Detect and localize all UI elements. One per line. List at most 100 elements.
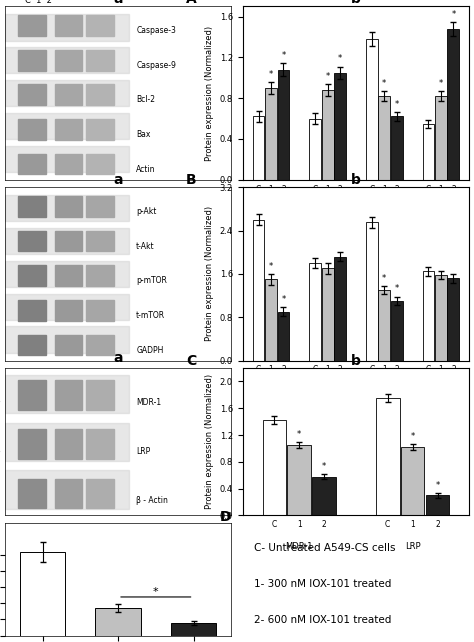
Text: p - mTOR: p - mTOR <box>365 392 404 401</box>
Text: t-Akt: t-Akt <box>136 241 155 250</box>
Bar <box>5 146 129 172</box>
Bar <box>55 15 82 36</box>
Text: *: * <box>322 462 327 471</box>
Text: GADPH: GADPH <box>136 345 164 354</box>
Y-axis label: Protein expression (Normalized): Protein expression (Normalized) <box>205 26 214 160</box>
Text: b: b <box>351 0 361 6</box>
Text: *: * <box>297 430 301 439</box>
Bar <box>447 29 459 180</box>
Bar <box>86 429 113 459</box>
Bar <box>18 429 46 459</box>
Bar <box>435 96 447 180</box>
Bar <box>378 290 390 361</box>
Text: Caspase-9: Caspase-9 <box>306 211 349 220</box>
Text: *: * <box>436 482 440 490</box>
Text: Bcl-2: Bcl-2 <box>374 211 395 220</box>
Bar <box>253 116 264 180</box>
Text: *: * <box>282 51 285 60</box>
Text: a: a <box>113 0 123 6</box>
Bar <box>309 119 321 180</box>
Bar <box>5 471 129 508</box>
Bar <box>391 301 403 361</box>
Text: t - Akt: t - Akt <box>315 392 340 401</box>
Text: *: * <box>439 79 443 88</box>
Bar <box>55 49 82 71</box>
Bar <box>5 195 129 221</box>
Bar <box>5 375 129 413</box>
Bar <box>86 334 113 355</box>
Bar <box>18 265 46 286</box>
Bar <box>5 113 129 139</box>
Bar <box>171 623 216 636</box>
Text: D: D <box>220 510 231 524</box>
Bar <box>5 228 129 254</box>
Bar <box>376 398 400 516</box>
Bar <box>322 90 334 180</box>
Bar <box>18 49 46 71</box>
Bar <box>86 196 113 217</box>
Text: LRP: LRP <box>405 542 420 551</box>
Bar <box>426 495 449 516</box>
Text: β - Actin: β - Actin <box>136 496 168 505</box>
Bar <box>55 230 82 252</box>
Bar <box>334 73 346 180</box>
Bar <box>55 265 82 286</box>
Bar <box>86 380 113 410</box>
Y-axis label: Protein expression (Normalized): Protein expression (Normalized) <box>205 374 214 509</box>
Bar <box>265 279 277 361</box>
Bar <box>86 15 113 36</box>
Bar <box>18 230 46 252</box>
Bar <box>20 552 65 636</box>
Text: 1- 300 nM IOX-101 treated: 1- 300 nM IOX-101 treated <box>254 579 392 589</box>
Bar <box>265 88 277 180</box>
Bar <box>55 153 82 175</box>
Bar <box>86 230 113 252</box>
Bar <box>5 14 129 40</box>
Text: MDR-1: MDR-1 <box>285 542 313 551</box>
Bar <box>5 261 129 287</box>
Bar <box>86 478 113 508</box>
Text: p-Akt: p-Akt <box>136 207 156 216</box>
Text: a: a <box>113 351 123 365</box>
Bar <box>86 300 113 320</box>
Bar <box>18 119 46 140</box>
Text: 2- 600 nM IOX-101 treated: 2- 600 nM IOX-101 treated <box>254 615 392 625</box>
Text: *: * <box>451 10 456 19</box>
Bar <box>55 334 82 355</box>
Text: Caspase-3: Caspase-3 <box>136 26 176 35</box>
Text: C: C <box>186 354 196 368</box>
Bar <box>435 275 447 361</box>
Text: MDR-1: MDR-1 <box>136 398 161 407</box>
Text: C- Untreated A549-CS cells: C- Untreated A549-CS cells <box>254 543 395 553</box>
Bar <box>18 380 46 410</box>
Bar <box>5 326 129 352</box>
Bar <box>86 153 113 175</box>
Text: B: B <box>186 173 197 187</box>
Text: Bcl-2: Bcl-2 <box>136 96 155 105</box>
Bar <box>55 478 82 508</box>
Bar <box>447 278 459 361</box>
Bar <box>55 380 82 410</box>
Text: *: * <box>269 262 273 271</box>
Bar <box>18 478 46 508</box>
Text: b: b <box>351 173 361 187</box>
Bar <box>334 257 346 361</box>
Bar <box>18 153 46 175</box>
Text: LRP: LRP <box>136 447 150 456</box>
Bar <box>253 220 264 361</box>
Bar <box>278 69 289 180</box>
Bar <box>5 80 129 106</box>
Bar <box>18 196 46 217</box>
Text: Caspase-3: Caspase-3 <box>249 211 293 220</box>
Bar <box>55 84 82 105</box>
Text: b: b <box>351 354 361 368</box>
Bar <box>55 119 82 140</box>
Bar <box>391 116 403 180</box>
Bar <box>322 268 334 361</box>
Bar <box>86 265 113 286</box>
Bar <box>55 429 82 459</box>
Text: Actin: Actin <box>136 165 155 174</box>
Bar <box>86 84 113 105</box>
Text: Caspase-9: Caspase-9 <box>136 61 176 70</box>
Bar <box>18 300 46 320</box>
